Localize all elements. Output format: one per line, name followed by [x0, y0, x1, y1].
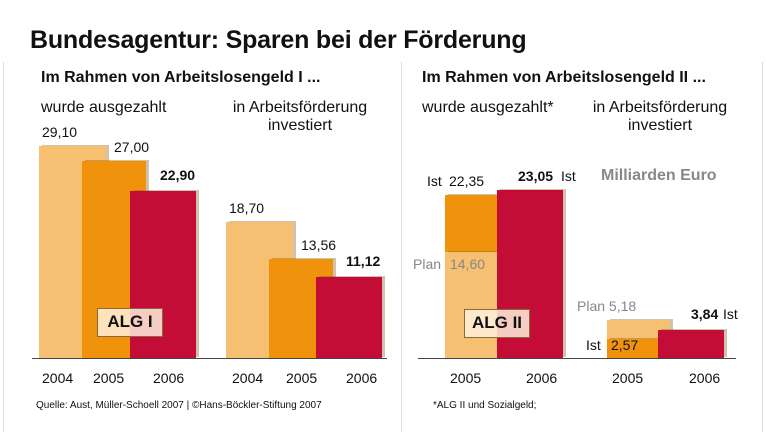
source-note: Quelle: Aust, Müller-Schoell 2007 | ©Han… — [36, 400, 322, 411]
x-tick-label: 2006 — [526, 370, 558, 386]
bar-2006-ist — [658, 330, 724, 358]
ist-word: Ist — [427, 173, 442, 189]
alg1-subtitle: Im Rahmen von Arbeitslosengeld I ... — [41, 69, 321, 86]
alg1-group1-label: wurde ausgezahlt — [41, 99, 167, 116]
bar-2005-plan — [445, 251, 497, 358]
unit-label: Milliarden Euro — [601, 167, 717, 184]
footnote: *ALG II und Sozialgeld; — [433, 400, 537, 411]
x-axis — [418, 358, 736, 359]
ist-word: Ist — [561, 168, 576, 185]
data-label: 29,10 — [42, 124, 78, 141]
data-label: 11,12 — [346, 253, 381, 270]
alg2-tag: ALG II — [464, 309, 530, 338]
x-tick-label: 2006 — [689, 370, 721, 386]
x-tick-label: 2006 — [346, 370, 378, 386]
ist-word: Ist — [586, 337, 601, 353]
panel-divider — [401, 62, 402, 432]
data-label: 18,70 — [229, 199, 265, 216]
x-tick-label: 2005 — [612, 370, 644, 386]
ist-word: Ist — [723, 306, 738, 323]
data-label: 22,90 — [160, 167, 196, 184]
x-tick-label: 2005 — [450, 370, 482, 386]
data-label: 13,56 — [301, 237, 337, 254]
data-label: Plan 5,18 — [577, 298, 637, 315]
plan-word: Plan — [413, 256, 442, 272]
data-label: 14,60 — [450, 256, 486, 272]
x-tick-label: 2005 — [286, 370, 318, 386]
alg1-group2-label: in Arbeitsförderung investiert — [232, 99, 368, 134]
panel-border — [3, 62, 4, 432]
alg2-subtitle: Im Rahmen von Arbeitslosengeld II ... — [422, 69, 706, 86]
bar-2005-ist — [607, 339, 670, 358]
bar-2006 — [316, 277, 382, 358]
chart-title: Bundesagentur: Sparen bei der Förderung — [30, 26, 527, 54]
data-label: 3,84 — [691, 306, 719, 323]
x-tick-label: 2006 — [153, 370, 185, 386]
alg2-group2-label: in Arbeitsförderung investiert — [592, 99, 728, 134]
data-label: 27,00 — [114, 139, 150, 156]
x-tick-label: 2004 — [232, 370, 264, 386]
x-axis — [32, 358, 387, 359]
data-label: 23,05 — [518, 168, 554, 185]
alg2-group1-label: wurde ausgezahlt* — [422, 99, 554, 116]
x-tick-label: 2004 — [42, 370, 74, 386]
panel-border — [762, 62, 763, 432]
x-tick-label: 2005 — [93, 370, 125, 386]
data-label: 22,35 — [449, 173, 485, 189]
alg1-tag: ALG I — [97, 308, 163, 337]
data-label: 2,57 — [611, 337, 639, 353]
